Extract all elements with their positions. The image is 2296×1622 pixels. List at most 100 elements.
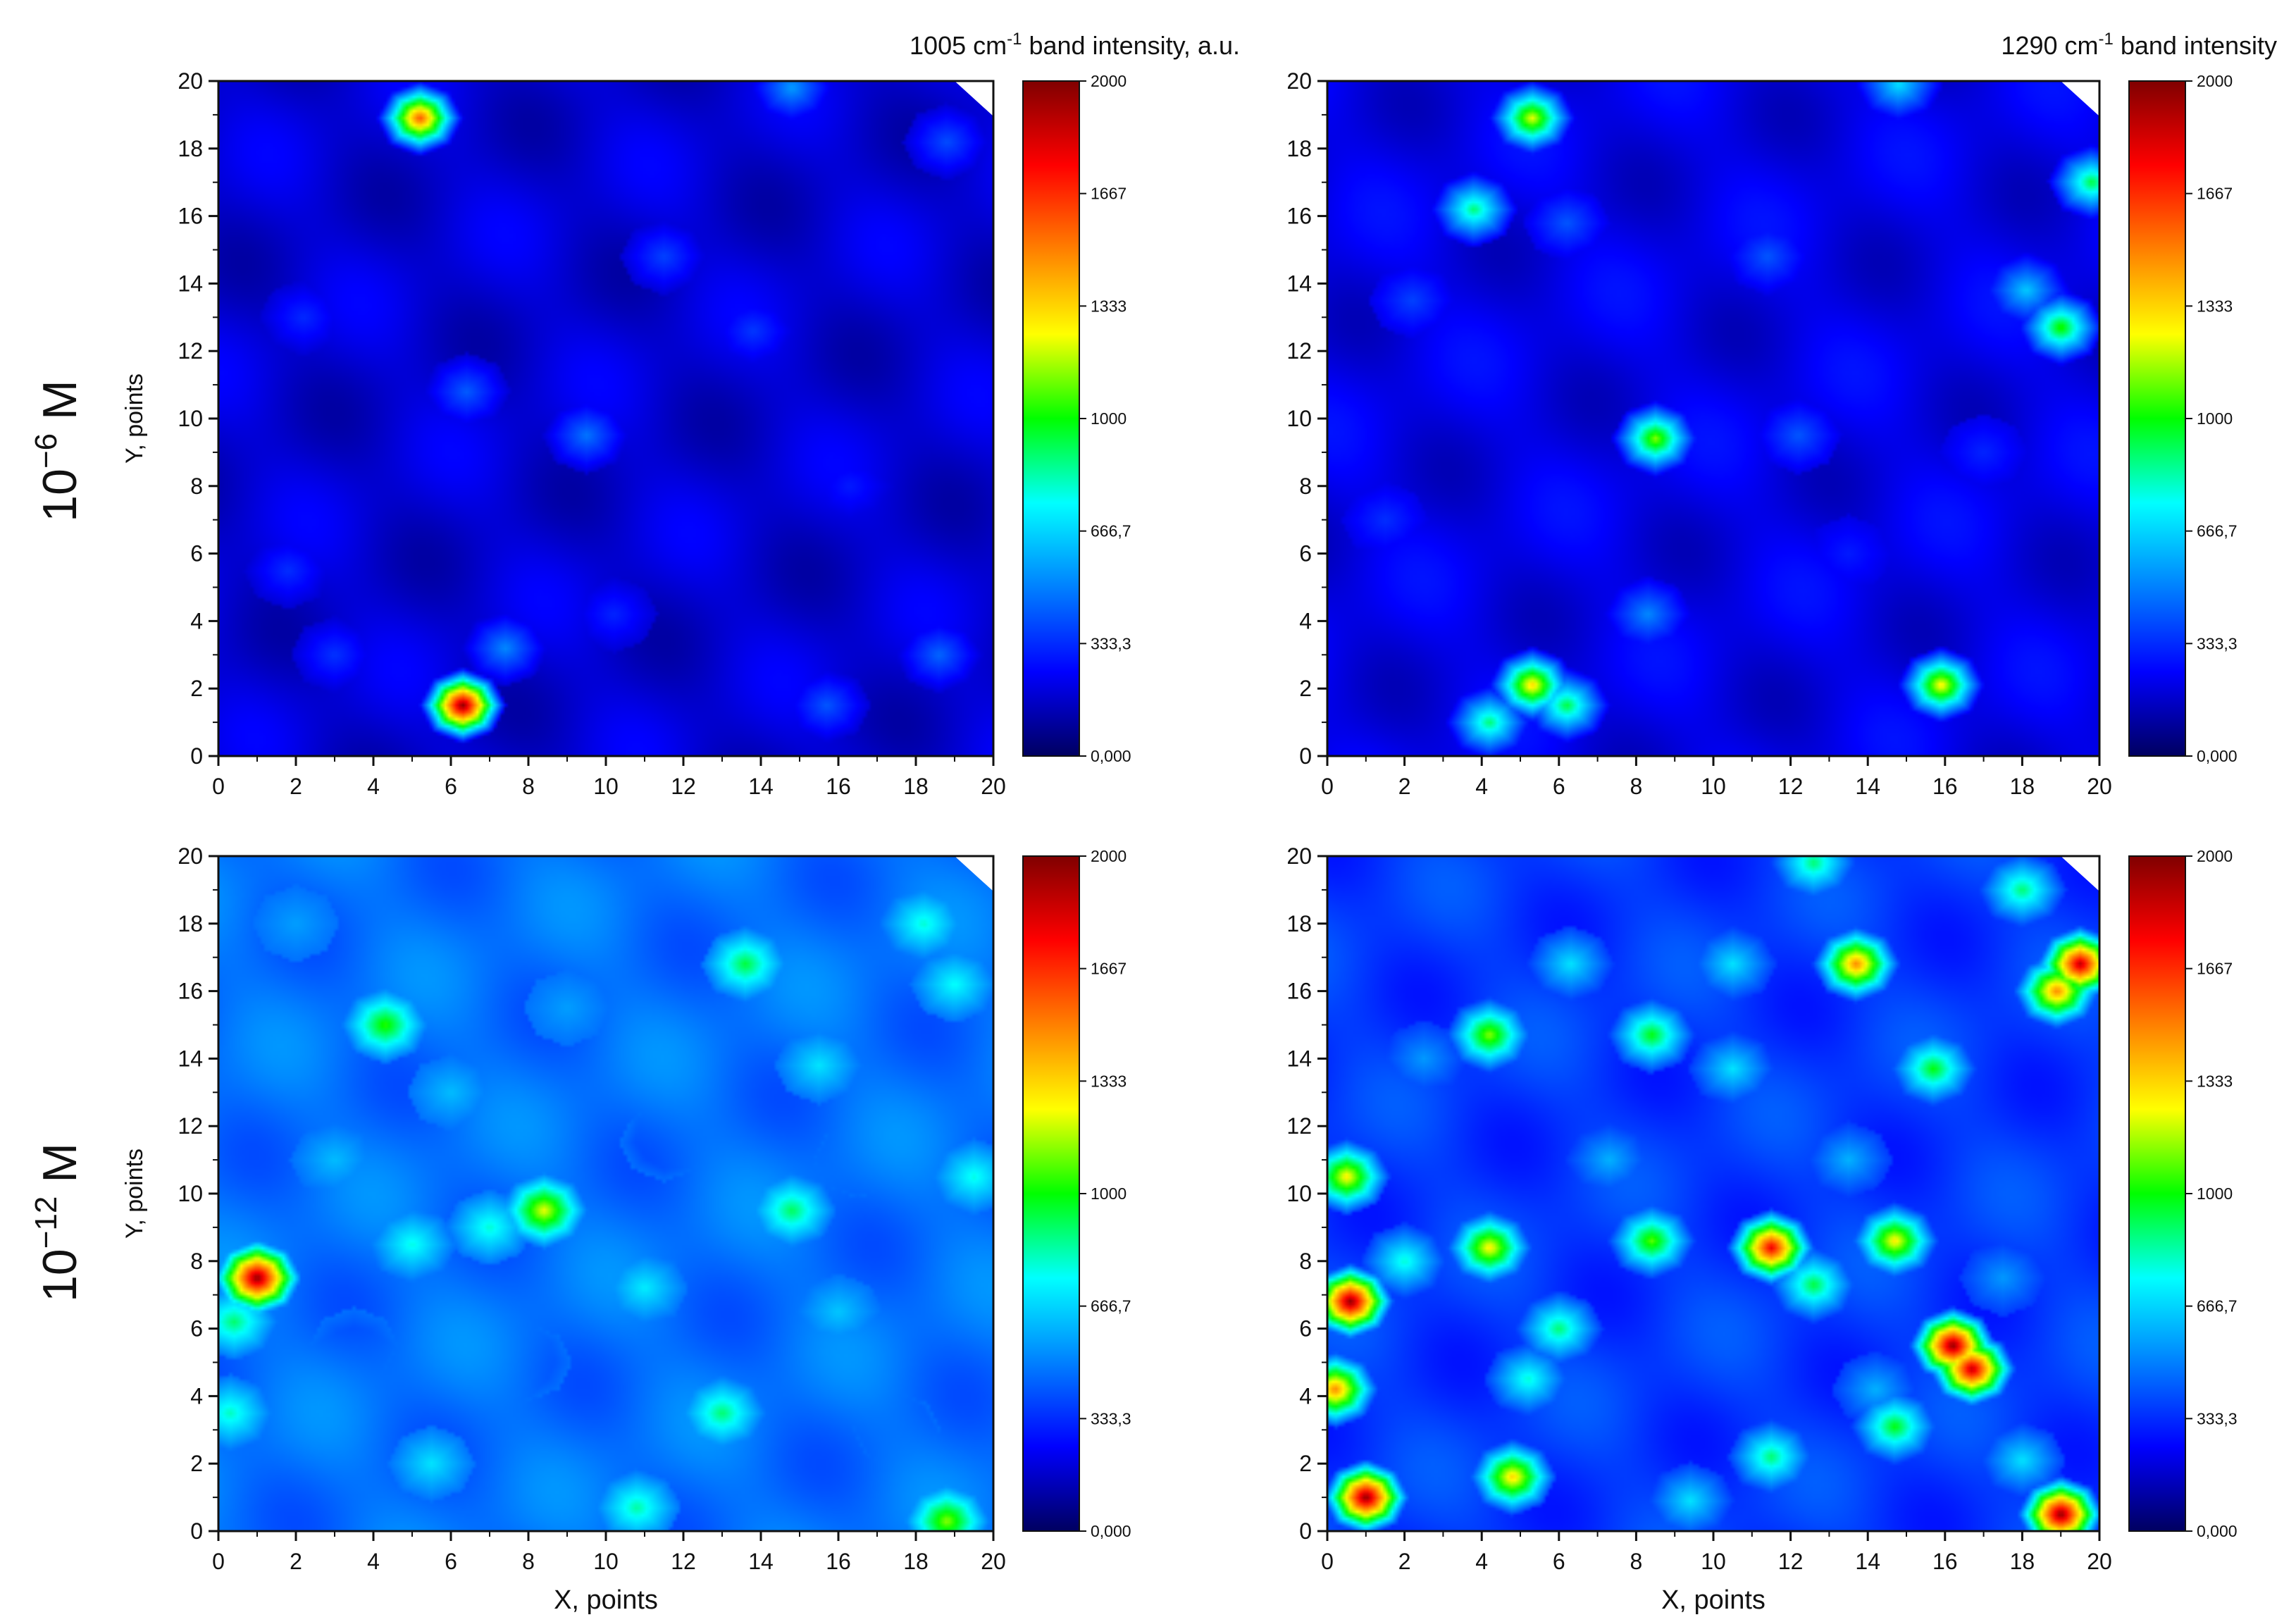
panel-bottom-left-ytick-label: 16: [178, 979, 203, 1004]
panel-bottom-left-ytick-label: 18: [178, 911, 203, 936]
panel-top-left-ytick-label: 6: [190, 541, 203, 567]
panel-bottom-left-colorbar: [1022, 855, 1080, 1532]
panel-top-left-xtick-label: 16: [826, 774, 851, 799]
row-label-bottom-exp: −12: [29, 1196, 63, 1249]
panel-top-right-xtick-label: 16: [1932, 774, 1958, 799]
panel-bottom-left-colorbar-label: 2000: [1091, 847, 1127, 865]
panel-bottom-right-xtick-label: 16: [1932, 1549, 1958, 1574]
panel-top-right-xtick-label: 10: [1701, 774, 1726, 799]
panel-bottom-right-ytick-label: 10: [1286, 1181, 1312, 1206]
panel-top-left-ytick-label: 2: [190, 676, 203, 701]
panel-top-left-ytick-label: 4: [190, 608, 203, 633]
panel-bottom-right-ytick-label: 18: [1286, 911, 1312, 936]
panel-bottom-right-ytick-label: 2: [1299, 1451, 1312, 1476]
panel-bottom-right-xtick-label: 14: [1855, 1549, 1880, 1574]
panel-top-left-colorbar: [1022, 80, 1080, 757]
panel-top-right-heatmap: [1327, 81, 2099, 756]
panel-top-left-ytick-label: 14: [178, 271, 203, 296]
panel-bottom-left-heatmap: [218, 856, 993, 1531]
panel-bottom-left-xlabel: X, points: [554, 1585, 658, 1615]
panel-bottom-right-xtick-label: 0: [1321, 1549, 1334, 1574]
panel-top-left-colorbar-label: 1667: [1091, 185, 1127, 203]
panel-top-right-ytick-label: 16: [1286, 204, 1312, 229]
panel-top-right-xtick-label: 14: [1855, 774, 1880, 799]
panel-bottom-right-colorbar-label: 1667: [2197, 960, 2233, 978]
panel-bottom-left-xtick-label: 2: [290, 1549, 302, 1574]
panel-bottom-right-xtick-label: 2: [1398, 1549, 1411, 1574]
row-label-bottom-base: 10: [33, 1249, 87, 1302]
panel-top-right-ytick-label: 2: [1299, 676, 1312, 701]
panel-bottom-left-xtick-label: 12: [671, 1549, 696, 1574]
panel-top-left-ytick-label: 0: [190, 743, 203, 769]
panel-top-left-xtick-label: 8: [522, 774, 535, 799]
panel-bottom-right-colorbar-label: 2000: [2197, 847, 2233, 865]
panel-bottom-right-ytick-label: 0: [1299, 1518, 1312, 1544]
panel-bottom-left-xtick-label: 6: [445, 1549, 457, 1574]
panel-bottom-right-colorbar-label: 333,3: [2197, 1409, 2238, 1428]
panel-bottom-right-xlabel: X, points: [1661, 1585, 1766, 1615]
panel-bottom-right-colorbar: [2128, 855, 2186, 1532]
panel-top-right-empty-corner: [2061, 81, 2099, 116]
panel-top-right-ytick-label: 18: [1286, 136, 1312, 161]
panel-top-left-xtick-label: 14: [748, 774, 774, 799]
column-title-right-post: band intensity: [2114, 31, 2277, 60]
panel-top-left-colorbar-label: 0,000: [1091, 747, 1131, 765]
panel-top-left-ytick-label: 10: [178, 406, 203, 431]
column-title-left: 1005 cm-1 band intensity, a.u.: [910, 30, 1240, 60]
panel-bottom-left-xtick-label: 14: [748, 1549, 774, 1574]
panel-bottom-left-colorbar-label: 1000: [1091, 1184, 1127, 1203]
panel-top-right-colorbar: [2128, 80, 2186, 757]
panel-bottom-left-xtick-label: 16: [826, 1549, 851, 1574]
panel-bottom-right-xtick-label: 18: [2010, 1549, 2035, 1574]
panel-top-left-colorbar-label: 666,7: [1091, 522, 1131, 540]
row-label-bottom-unit: M: [33, 1143, 87, 1196]
panel-bottom-right-ytick-label: 8: [1299, 1249, 1312, 1274]
panel-top-left-ytick-label: 18: [178, 136, 203, 161]
panel-top-right: 0 2 4 6 8 10 12 14 16 18 20 0 2 4 6 8 10 12 14 16 18 20 0,000 3…: [1286, 68, 2237, 799]
panel-top-left: 0 2 4 6 8 10 12 14 16 18 20 0 2 4 6 8 10 12 14 16 18 20 Y, poi…: [121, 68, 1131, 799]
panel-bottom-left-colorbar-label: 333,3: [1091, 1409, 1131, 1428]
row-label-bottom: 10−12 M: [29, 1143, 87, 1302]
panel-top-right-ytick-label: 14: [1286, 271, 1312, 296]
column-title-right-sup: -1: [2099, 30, 2114, 49]
panel-bottom-right: 0 2 4 6 8 10 12 14 16 18 20 0 2 4 6 8 10 12 14 16 18 20 X, poi…: [1286, 843, 2237, 1615]
panel-bottom-left-ytick-label: 14: [178, 1046, 203, 1071]
panel-top-right-xtick-label: 2: [1398, 774, 1411, 799]
panel-top-left-xtick-label: 20: [981, 774, 1006, 799]
panel-top-right-xtick-label: 12: [1778, 774, 1804, 799]
column-title-right: 1290 cm-1 band intensity: [2001, 30, 2277, 60]
panel-top-right-ytick-label: 20: [1286, 68, 1312, 94]
row-label-top-unit: M: [33, 380, 87, 433]
panel-top-left-heatmap: [218, 81, 993, 756]
panel-top-left-colorbar-label: 2000: [1091, 72, 1127, 90]
panel-top-right-colorbar-label: 2000: [2197, 72, 2233, 90]
column-title-left-post: band intensity, a.u.: [1022, 31, 1240, 60]
panel-bottom-left-ytick-label: 2: [190, 1451, 203, 1476]
panel-bottom-right-ytick-label: 16: [1286, 979, 1312, 1004]
panel-top-left-ytick-label: 20: [178, 68, 203, 94]
panel-bottom-right-colorbar-label: 0,000: [2197, 1522, 2238, 1540]
panel-top-left-ytick-label: 16: [178, 204, 203, 229]
panel-bottom-right-empty-corner: [2061, 856, 2099, 891]
panel-bottom-right-colorbar-label: 1000: [2197, 1184, 2233, 1203]
panel-bottom-left-ytick-label: 8: [190, 1249, 203, 1274]
panel-top-right-ytick-label: 6: [1299, 541, 1312, 567]
panel-bottom-left-empty-corner: [955, 856, 993, 891]
panel-bottom-right-colorbar-label: 666,7: [2197, 1297, 2238, 1315]
panel-bottom-right-ytick-label: 4: [1299, 1383, 1312, 1409]
panel-bottom-right-xtick-label: 6: [1553, 1549, 1565, 1574]
panel-top-right-colorbar-label: 666,7: [2197, 522, 2238, 540]
column-title-left-sup: -1: [1007, 30, 1022, 49]
panel-bottom-right-xtick-label: 8: [1630, 1549, 1643, 1574]
panel-bottom-left-colorbar-label: 0,000: [1091, 1522, 1131, 1540]
panel-bottom-left-ylabel: Y, points: [121, 1149, 148, 1239]
row-label-top-exp: −6: [29, 433, 63, 469]
panel-top-right-xtick-label: 8: [1630, 774, 1643, 799]
panel-bottom-right-xtick-label: 4: [1475, 1549, 1488, 1574]
panel-top-left-xtick-label: 18: [903, 774, 929, 799]
panel-bottom-left-colorbar-label: 1667: [1091, 960, 1127, 978]
panel-bottom-left-ytick-label: 12: [178, 1113, 203, 1139]
panel-top-left-empty-corner: [955, 81, 993, 116]
